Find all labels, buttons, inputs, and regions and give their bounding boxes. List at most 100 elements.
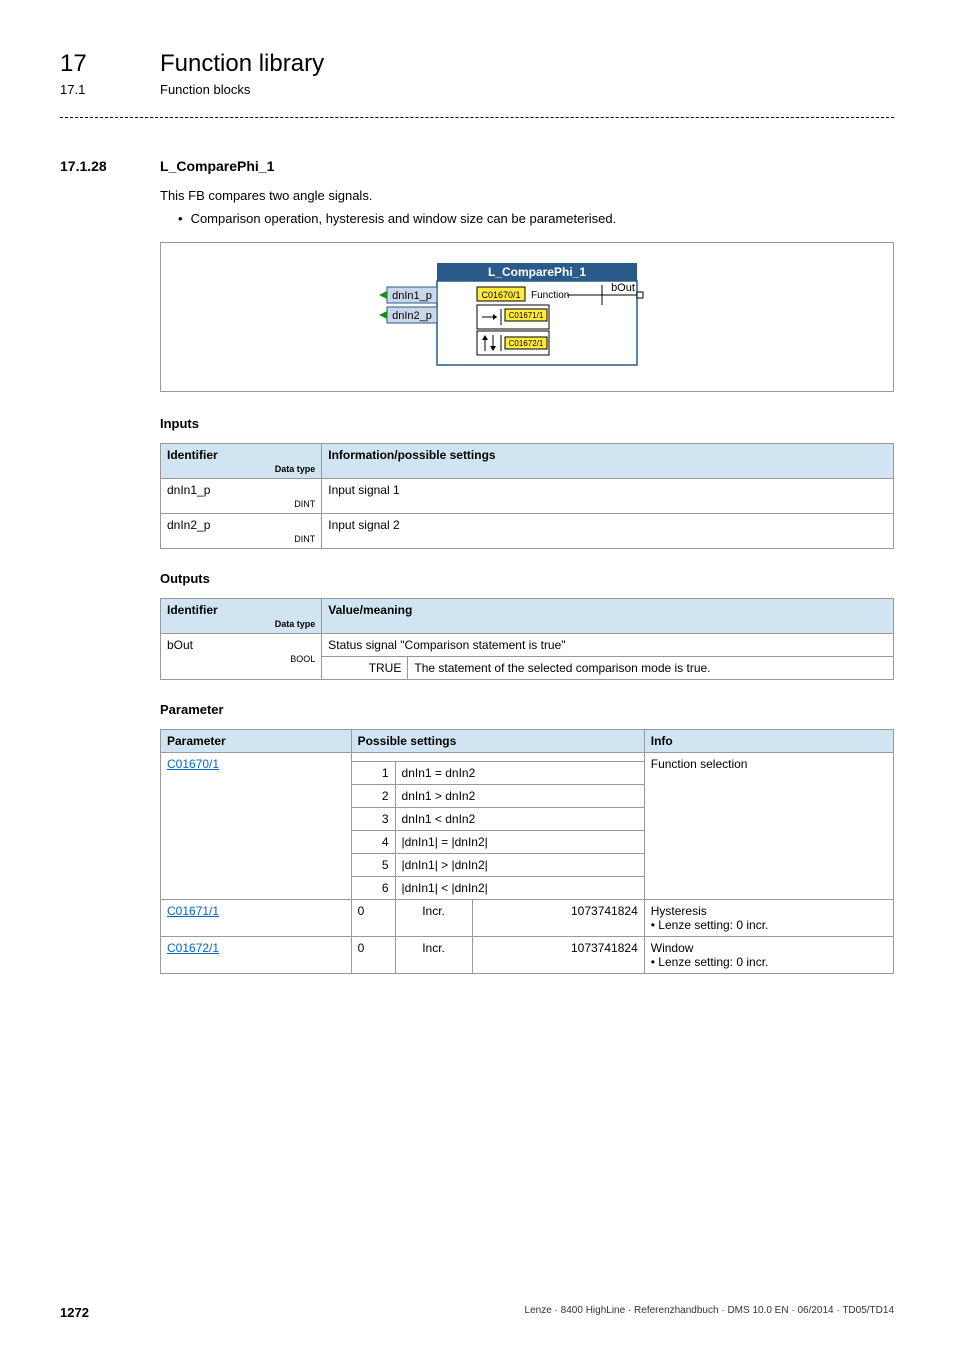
inputs-col1-header: Identifier Data type bbox=[161, 444, 322, 479]
opt-text: |dnIn1| < |dnIn2| bbox=[395, 877, 644, 900]
nested-table: TRUE The statement of the selected compa… bbox=[322, 657, 893, 679]
col1-sub-label: Data type bbox=[167, 464, 315, 474]
param-name-cell: C01672/1 bbox=[161, 937, 352, 974]
param-name-cell: C01671/1 bbox=[161, 900, 352, 937]
sub-title: Function blocks bbox=[160, 82, 250, 97]
opt-text: |dnIn1| = |dnIn2| bbox=[395, 831, 644, 854]
page-footer: 1272 Lenze · 8400 HighLine · Referenzhan… bbox=[60, 1305, 894, 1320]
param-col1-header: Parameter bbox=[161, 730, 352, 753]
table-row: dnIn1_p DINT Input signal 1 bbox=[161, 479, 894, 514]
section-title: L_ComparePhi_1 bbox=[160, 158, 274, 174]
table-row: C01672/1 0 Incr. 1073741824 Window • Len… bbox=[161, 937, 894, 974]
win-down-arrow-icon bbox=[490, 346, 496, 351]
outputs-col2-header: Value/meaning bbox=[322, 599, 894, 634]
opt-num: 3 bbox=[351, 808, 395, 831]
input-arrow-1-icon bbox=[379, 291, 387, 299]
param-max: 1073741824 bbox=[472, 937, 644, 974]
col1-label: Identifier bbox=[167, 603, 218, 617]
output-value-cell: TRUE The statement of the selected compa… bbox=[322, 657, 894, 680]
input-info: Input signal 1 bbox=[322, 479, 894, 514]
param-info-bullet: Lenze setting: 0 incr. bbox=[658, 955, 768, 969]
bullet-text: Comparison operation, hysteresis and win… bbox=[191, 211, 617, 226]
section-description: This FB compares two angle signals. bbox=[160, 188, 894, 203]
output-id: bOut bbox=[167, 638, 193, 652]
sub-number: 17.1 bbox=[60, 82, 160, 97]
param-link[interactable]: C01671/1 bbox=[167, 904, 219, 918]
table-header-row: Identifier Data type Value/meaning bbox=[161, 599, 894, 634]
input-arrow-2-icon bbox=[379, 311, 387, 319]
input-info: Input signal 2 bbox=[322, 514, 894, 549]
chapter-number: 17 bbox=[60, 50, 160, 78]
param-info: Function selection bbox=[644, 753, 893, 900]
parameter-table: Parameter Possible settings Info C01670/… bbox=[160, 729, 894, 974]
win-code-label: C01672/1 bbox=[509, 339, 544, 348]
opt-text: |dnIn1| > |dnIn2| bbox=[395, 854, 644, 877]
true-label: TRUE bbox=[322, 657, 408, 679]
output-status: Status signal "Comparison statement is t… bbox=[322, 634, 894, 657]
opt-num: 6 bbox=[351, 877, 395, 900]
win-up-arrow-icon bbox=[482, 335, 488, 340]
diagram-title: L_ComparePhi_1 bbox=[488, 265, 586, 279]
input-identifier-cell: dnIn2_p DINT bbox=[161, 514, 322, 549]
output-label: bOut bbox=[611, 282, 635, 294]
output-type: BOOL bbox=[167, 654, 315, 664]
table-row: C01671/1 0 Incr. 1073741824 Hysteresis •… bbox=[161, 900, 894, 937]
hyst-arrow-icon bbox=[493, 314, 497, 320]
footer-text: Lenze · 8400 HighLine · Referenzhandbuch… bbox=[525, 1305, 894, 1320]
param-name-cell: C01670/1 bbox=[161, 753, 352, 900]
opt-num: 4 bbox=[351, 831, 395, 854]
parameter-heading: Parameter bbox=[160, 702, 894, 717]
opt-text: dnIn1 < dnIn2 bbox=[395, 808, 644, 831]
param-settings-cell bbox=[351, 753, 644, 762]
diagram-svg: L_ComparePhi_1 dnIn1_p dnIn2_p C01670/1 … bbox=[327, 257, 727, 377]
opt-num: 1 bbox=[351, 762, 395, 785]
table-row: C01670/1 Function selection bbox=[161, 753, 894, 762]
section-number: 17.1.28 bbox=[60, 158, 160, 174]
opt-text: dnIn1 > dnIn2 bbox=[395, 785, 644, 808]
inputs-col2-header: Information/possible settings bbox=[322, 444, 894, 479]
function-block-diagram: L_ComparePhi_1 dnIn1_p dnIn2_p C01670/1 … bbox=[160, 242, 894, 392]
outputs-col1-header: Identifier Data type bbox=[161, 599, 322, 634]
input-type: DINT bbox=[167, 534, 315, 544]
section-header: 17.1.28 L_ComparePhi_1 bbox=[60, 158, 894, 174]
param-max: 1073741824 bbox=[472, 900, 644, 937]
opt-num: 5 bbox=[351, 854, 395, 877]
hyst-code-label: C01671/1 bbox=[509, 311, 544, 320]
separator bbox=[60, 117, 894, 118]
opt-num: 2 bbox=[351, 785, 395, 808]
input-id: dnIn1_p bbox=[167, 483, 210, 497]
chapter-header: 17 Function library bbox=[60, 50, 894, 78]
param-info-title: Window bbox=[651, 941, 694, 955]
param-col2-header: Possible settings bbox=[351, 730, 644, 753]
param-link[interactable]: C01670/1 bbox=[167, 757, 219, 771]
input-port-1-label: dnIn1_p bbox=[392, 290, 432, 302]
inputs-table: Identifier Data type Information/possibl… bbox=[160, 443, 894, 549]
input-port-2-label: dnIn2_p bbox=[392, 310, 432, 322]
param-unit: Incr. bbox=[395, 937, 472, 974]
table-row: dnIn2_p DINT Input signal 2 bbox=[161, 514, 894, 549]
input-id: dnIn2_p bbox=[167, 518, 210, 532]
page-number: 1272 bbox=[60, 1305, 89, 1320]
col1-label: Identifier bbox=[167, 448, 218, 462]
table-header-row: Parameter Possible settings Info bbox=[161, 730, 894, 753]
param-info-title: Hysteresis bbox=[651, 904, 707, 918]
outputs-table: Identifier Data type Value/meaning bOut … bbox=[160, 598, 894, 680]
output-port-icon bbox=[637, 292, 643, 298]
param-unit: Incr. bbox=[395, 900, 472, 937]
table-header-row: Identifier Data type Information/possibl… bbox=[161, 444, 894, 479]
param-min: 0 bbox=[351, 900, 395, 937]
outputs-heading: Outputs bbox=[160, 571, 894, 586]
param-info-cell: Hysteresis • Lenze setting: 0 incr. bbox=[644, 900, 893, 937]
inputs-heading: Inputs bbox=[160, 416, 894, 431]
param-info-bullet: Lenze setting: 0 incr. bbox=[658, 918, 768, 932]
param-col3-header: Info bbox=[644, 730, 893, 753]
section-bullet: Comparison operation, hysteresis and win… bbox=[178, 211, 894, 226]
input-type: DINT bbox=[167, 499, 315, 509]
param-link[interactable]: C01672/1 bbox=[167, 941, 219, 955]
param-min: 0 bbox=[351, 937, 395, 974]
col1-sub-label: Data type bbox=[167, 619, 315, 629]
sub-header: 17.1 Function blocks bbox=[60, 82, 894, 97]
table-row: TRUE The statement of the selected compa… bbox=[322, 657, 893, 679]
function-code-label: C01670/1 bbox=[481, 290, 520, 300]
table-row: bOut BOOL Status signal "Comparison stat… bbox=[161, 634, 894, 657]
